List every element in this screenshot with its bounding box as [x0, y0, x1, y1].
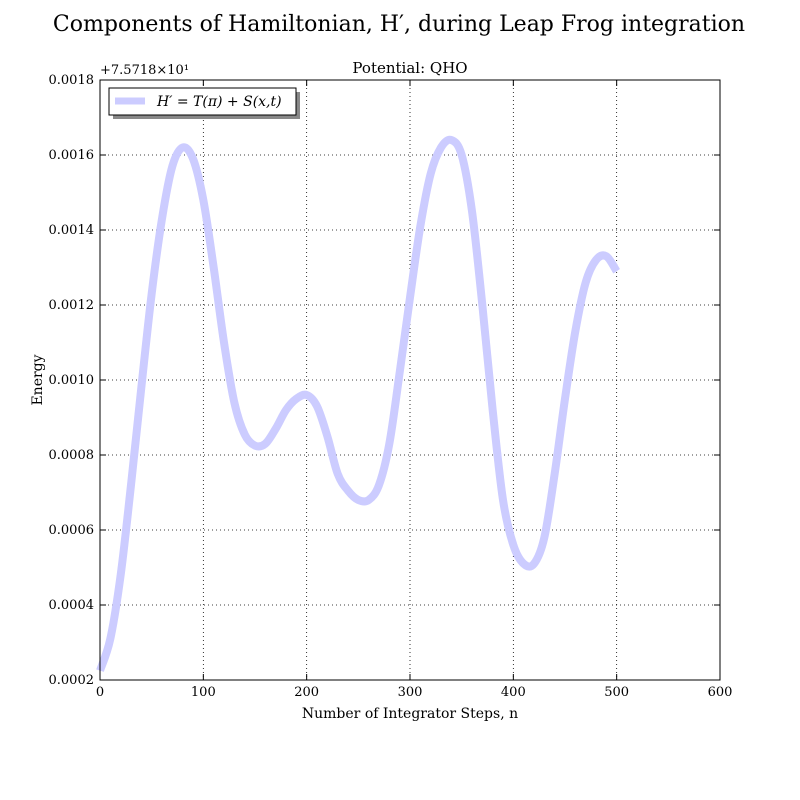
y-tick-label: 0.0004 [49, 598, 95, 613]
y-tick-label: 0.0002 [49, 673, 95, 688]
x-tick-label: 300 [398, 685, 423, 700]
y-tick-label: 0.0018 [49, 73, 95, 88]
y-tick-label: 0.0006 [49, 523, 95, 538]
x-tick-label: 200 [294, 685, 319, 700]
tick-marks [99, 79, 721, 681]
legend-label: H′ = T(π) + S(x,t) [156, 94, 282, 110]
y-offset-label: +7.5718×10¹ [100, 63, 189, 78]
grid-lines [100, 80, 720, 680]
figure-title: Components of Hamiltonian, H′, during Le… [53, 12, 745, 37]
x-tick-label: 600 [708, 685, 733, 700]
y-tick-label: 0.0010 [49, 373, 95, 388]
y-axis-label: Energy [30, 354, 46, 405]
x-tick-label: 0 [96, 685, 104, 700]
x-axis-label: Number of Integrator Steps, n [302, 706, 518, 722]
y-tick-label: 0.0014 [49, 223, 95, 238]
x-tick-label: 100 [191, 685, 216, 700]
legend: H′ = T(π) + S(x,t) [108, 87, 300, 119]
y-tick-label: 0.0016 [49, 148, 95, 163]
x-tick-label: 500 [604, 685, 629, 700]
y-tick-labels: 0.0002 0.0004 0.0006 0.0008 0.0010 0.0012 0.00… [49, 73, 95, 688]
x-tick-labels: 0 100 200 300 400 500 600 [96, 685, 733, 700]
y-tick-label: 0.0008 [49, 448, 95, 463]
series-layer [96, 135, 621, 672]
plot-title: Potential: QHO [352, 59, 467, 77]
y-tick-label: 0.0012 [49, 298, 95, 313]
series-line [96, 135, 621, 672]
x-tick-label: 400 [501, 685, 526, 700]
